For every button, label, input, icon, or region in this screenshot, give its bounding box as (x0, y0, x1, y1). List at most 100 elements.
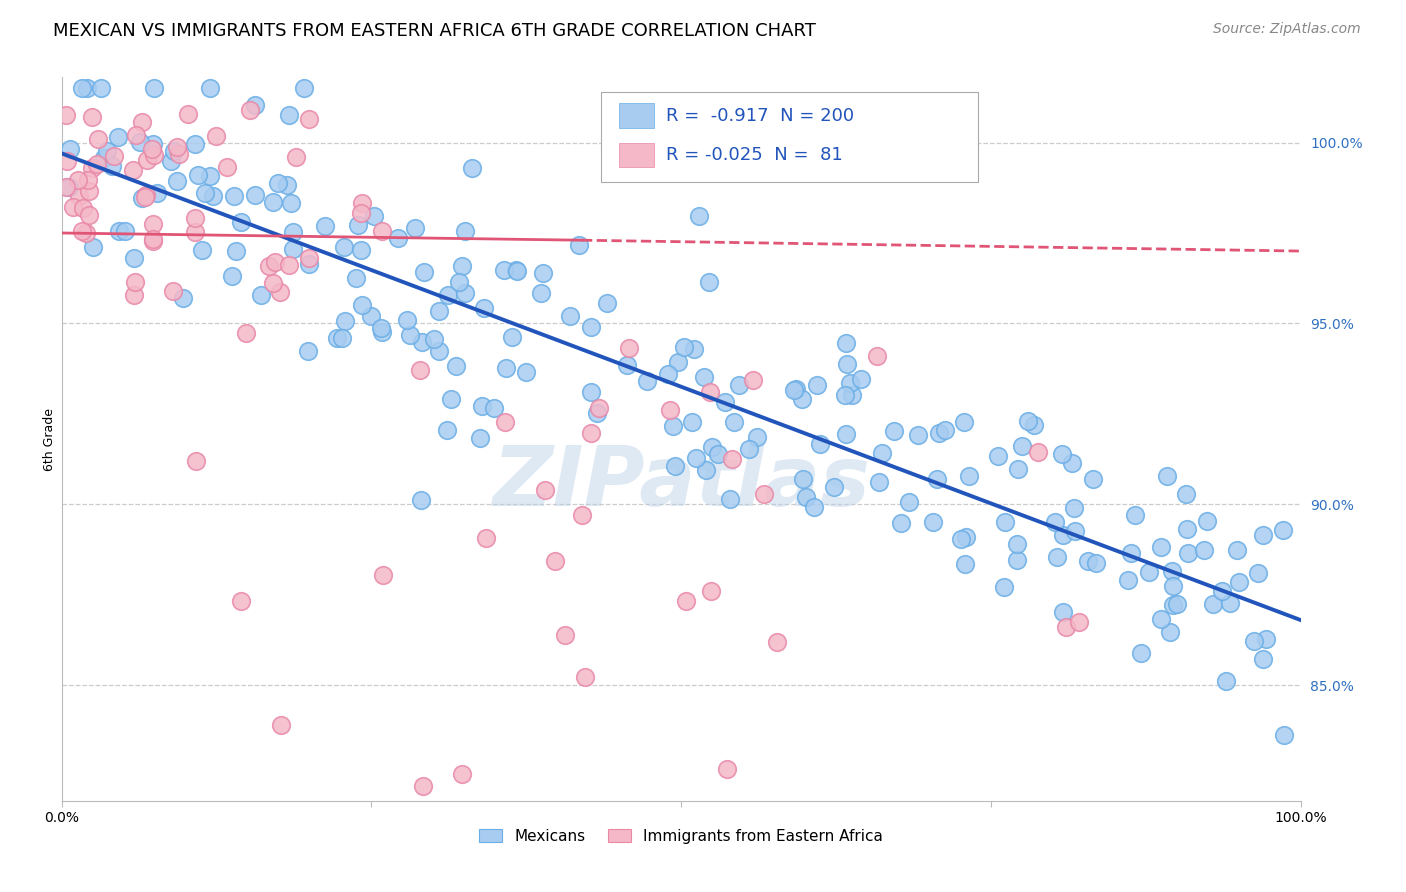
Point (412, 780, 434, 794)
Point (411, 335, 433, 350)
Point (82, 240, 104, 254)
Point (125, 128, 148, 142)
Point (326, 331, 349, 345)
Point (823, 480, 845, 494)
Point (278, 258, 301, 272)
Point (505, 263, 527, 277)
Point (1119, 546, 1142, 560)
Point (184, 225, 207, 239)
Point (699, 384, 721, 399)
Point (803, 500, 825, 514)
Point (281, 242, 304, 256)
Point (796, 491, 818, 505)
Point (281, 225, 304, 239)
Point (75, 226, 97, 240)
Point (270, 718, 292, 732)
Point (167, 147, 190, 161)
Point (298, 251, 321, 265)
Point (1159, 625, 1181, 640)
Point (792, 392, 814, 406)
Point (239, 103, 262, 117)
Point (1137, 566, 1160, 580)
Point (728, 378, 751, 392)
Point (484, 401, 506, 415)
Point (194, 186, 217, 201)
Point (662, 419, 685, 434)
Point (1017, 414, 1039, 428)
Point (472, 301, 495, 315)
Point (993, 580, 1015, 594)
Point (142, 217, 165, 231)
Point (1175, 522, 1198, 536)
Point (921, 515, 943, 529)
Point (1005, 537, 1028, 551)
Point (135, 187, 157, 202)
Point (141, 142, 163, 156)
Point (314, 219, 336, 233)
Point (531, 266, 554, 280)
Point (1156, 469, 1178, 483)
Point (953, 557, 976, 571)
Point (160, 154, 183, 169)
Point (280, 196, 302, 211)
Point (250, 288, 273, 302)
Point (201, 189, 224, 203)
Point (1215, 674, 1237, 689)
Point (1007, 462, 1029, 476)
Point (276, 178, 298, 192)
Point (716, 763, 738, 777)
Point (1011, 440, 1033, 454)
Point (86, 157, 108, 171)
Point (1046, 550, 1069, 565)
Point (191, 244, 214, 258)
Point (1219, 596, 1241, 610)
Point (330, 331, 353, 345)
Point (1271, 523, 1294, 537)
Point (103, 149, 125, 163)
Point (506, 264, 529, 278)
Point (350, 298, 373, 312)
Text: Source: ZipAtlas.com: Source: ZipAtlas.com (1213, 22, 1361, 37)
Point (1060, 456, 1083, 470)
Legend: Mexicans, Immigrants from Eastern Africa: Mexicans, Immigrants from Eastern Africa (479, 829, 883, 844)
Point (742, 373, 765, 387)
Point (699, 584, 721, 599)
Point (501, 329, 523, 343)
Point (666, 355, 689, 369)
Point (1085, 557, 1108, 571)
Point (96, 144, 118, 158)
Point (693, 370, 716, 384)
Point (907, 428, 929, 442)
Bar (619, 143, 654, 167)
Point (352, 196, 374, 211)
Point (1063, 500, 1085, 515)
Point (568, 238, 591, 252)
Point (841, 388, 863, 402)
Point (205, 129, 228, 144)
Point (534, 483, 557, 497)
Point (714, 395, 737, 409)
Point (101, 159, 124, 173)
Point (107, 130, 129, 145)
Point (395, 313, 418, 327)
Point (1254, 632, 1277, 646)
Point (494, 415, 516, 429)
Point (124, 288, 146, 302)
Point (834, 388, 856, 402)
Point (1272, 729, 1295, 743)
Point (928, 425, 950, 440)
Point (657, 367, 679, 381)
FancyBboxPatch shape (600, 92, 979, 182)
Point (243, 97, 266, 112)
Point (449, 275, 471, 289)
Point (277, 108, 299, 122)
Point (166, 174, 188, 188)
Point (131, 114, 153, 128)
Point (1149, 540, 1171, 554)
Point (444, 359, 467, 373)
Point (721, 452, 744, 467)
Point (184, 136, 207, 151)
Point (67, 172, 90, 186)
Point (492, 263, 515, 277)
Point (387, 230, 409, 244)
